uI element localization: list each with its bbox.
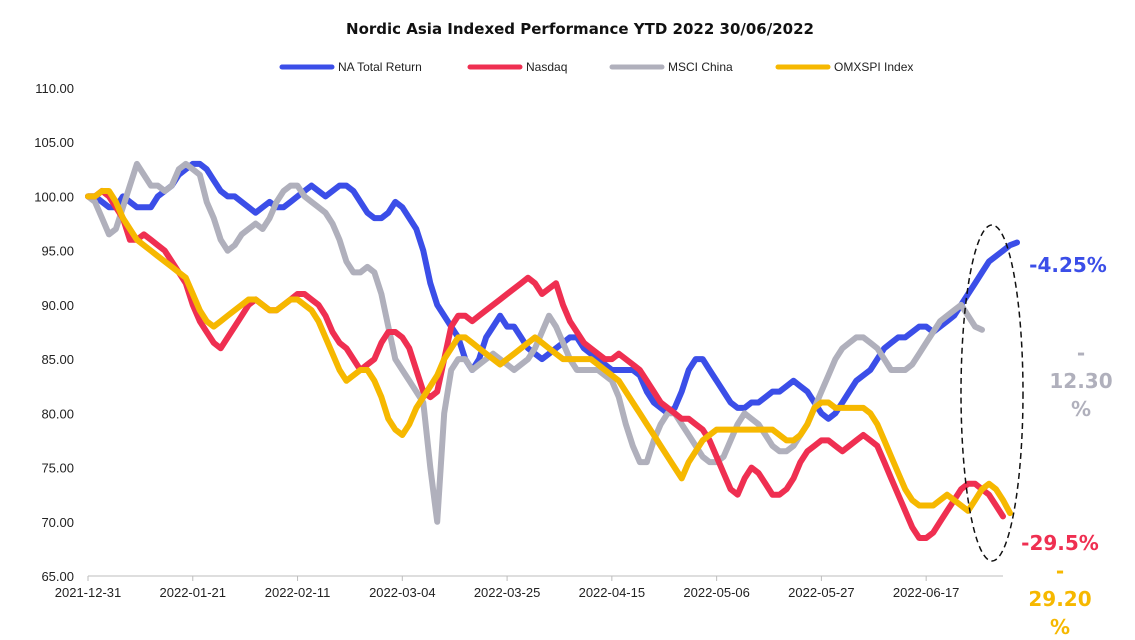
return-annotation: - 29.20% <box>1028 559 1091 639</box>
return-annotation-line: 12.30 <box>1049 369 1112 393</box>
return-annotation-line: 29.20 <box>1028 587 1091 611</box>
x-tick-label: 2022-05-27 <box>788 585 855 600</box>
legend: NA Total Return Nasdaq MSCI China OMXSPI In… <box>279 60 913 74</box>
x-tick-label: 2022-03-04 <box>369 585 436 600</box>
return-annotation-line: -4.25% <box>1029 253 1107 277</box>
series-line-msci-china <box>85 160 985 525</box>
y-tick-label: 85.00 <box>41 352 74 367</box>
return-annotation-line: % <box>1050 615 1070 639</box>
return-annotation: -29.5% <box>1021 531 1099 555</box>
y-tick-label: 80.00 <box>41 406 74 421</box>
y-tick-label: 95.00 <box>41 244 74 259</box>
y-tick-label: 75.00 <box>41 461 74 476</box>
series-line-omxspi-index <box>85 188 1013 517</box>
y-axis: 65.00 70.00 75.00 80.00 85.00 90.00 95.00 100.0… <box>34 81 74 584</box>
legend-label: Nasdaq <box>526 60 567 74</box>
return-annotation-line: - <box>1056 559 1064 583</box>
annotation-layer: -4.25% - 12.30 % -29.5% - 29.20% <box>1021 253 1112 639</box>
y-tick-label: 110.00 <box>35 81 74 96</box>
y-tick-label: 65.00 <box>41 569 74 584</box>
chart-title: Nordic Asia Indexed Performance YTD 2022… <box>346 20 814 38</box>
y-tick-label: 100.00 <box>34 189 74 204</box>
x-tick-label: 2022-01-21 <box>160 585 227 600</box>
highlight-layer <box>960 224 1024 562</box>
series-layer <box>85 160 1020 541</box>
highlight-ellipse <box>960 224 1024 562</box>
x-axis: 2021-12-31 2022-01-21 2022-02-11 2022-03-04… <box>55 575 1003 600</box>
x-tick-label: 2022-04-15 <box>579 585 646 600</box>
return-annotation-line: % <box>1071 397 1091 421</box>
x-tick-label: 2022-02-11 <box>265 585 331 600</box>
legend-label: MSCI China <box>668 60 733 74</box>
series-line-nasdaq <box>85 188 1006 541</box>
x-tick-label: 2021-12-31 <box>55 585 122 600</box>
legend-label: OMXSPI Index <box>834 60 913 74</box>
return-annotation: -4.25% <box>1029 253 1107 277</box>
series-line-na-total-return <box>85 160 1020 422</box>
y-tick-label: 105.00 <box>34 135 74 150</box>
return-annotation-line: - <box>1077 341 1085 365</box>
y-tick-label: 70.00 <box>41 515 74 530</box>
x-tick-label: 2022-03-25 <box>474 585 541 600</box>
x-tick-label: 2022-06-17 <box>893 585 960 600</box>
legend-label: NA Total Return <box>338 60 422 74</box>
x-tick-label: 2022-05-06 <box>683 585 750 600</box>
return-annotation: - 12.30% <box>1049 341 1112 421</box>
return-annotation-line: -29.5% <box>1021 531 1099 555</box>
y-tick-label: 90.00 <box>41 298 74 313</box>
